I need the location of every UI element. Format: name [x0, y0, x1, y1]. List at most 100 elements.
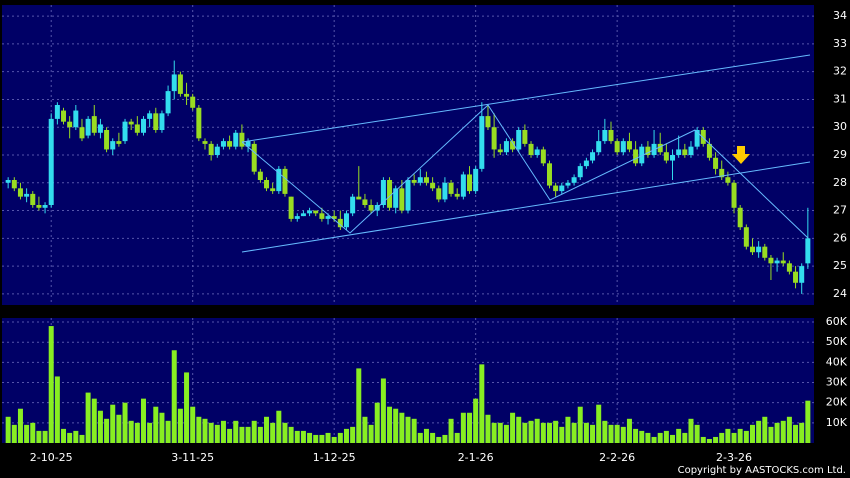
- volume-bar: [116, 414, 122, 443]
- candle-body: [577, 166, 583, 178]
- candle-body: [510, 141, 516, 150]
- candle-body: [706, 143, 712, 158]
- candle-body: [190, 96, 196, 108]
- trend-lines: [241, 54, 811, 253]
- candle-body: [553, 185, 559, 192]
- volume-bar: [350, 426, 356, 443]
- candle-body: [196, 107, 202, 139]
- volume-bar: [387, 406, 393, 443]
- candle-body: [227, 141, 233, 147]
- candle-body: [565, 182, 571, 186]
- y-tick-label: 26: [833, 231, 847, 244]
- volume-bar: [749, 424, 755, 443]
- candle-body: [503, 141, 509, 153]
- volume-bar: [5, 416, 11, 443]
- candle-body: [300, 213, 306, 217]
- volume-bar: [270, 422, 276, 443]
- volume-bar: [626, 418, 632, 443]
- candle-body: [24, 193, 30, 197]
- volume-bar: [596, 404, 602, 443]
- candle-body: [325, 216, 331, 219]
- volume-bar: [24, 424, 30, 443]
- candle-body: [756, 246, 762, 253]
- candle-body: [602, 130, 608, 142]
- volume-bar: [633, 428, 639, 443]
- candle-body: [799, 266, 805, 283]
- candle-body: [491, 127, 497, 150]
- volume-bar: [540, 422, 546, 443]
- volume-bar: [602, 420, 608, 443]
- volume-bar: [553, 420, 559, 443]
- volume-bar: [128, 420, 134, 443]
- candle-body: [479, 116, 485, 169]
- volume-bar: [454, 432, 460, 443]
- candle-body: [350, 196, 356, 214]
- volume-bar: [331, 436, 337, 443]
- volume-bar: [713, 436, 719, 443]
- candle-body: [442, 182, 448, 200]
- volume-bar: [571, 422, 577, 443]
- candle-body: [11, 180, 17, 189]
- candle-body: [626, 141, 632, 150]
- arrow-marker: [732, 146, 750, 164]
- volume-bar: [780, 420, 786, 443]
- volume-bar: [184, 372, 190, 443]
- candle-body: [67, 121, 73, 128]
- volume-bar: [227, 428, 233, 443]
- candle-body: [116, 141, 122, 144]
- volume-bar: [245, 426, 251, 443]
- candle-body: [700, 130, 706, 144]
- volume-bar: [430, 432, 436, 443]
- candle-body: [153, 113, 159, 130]
- volume-bar: [479, 364, 485, 443]
- volume-bar: [134, 422, 140, 443]
- volume-bar: [17, 408, 23, 443]
- volume-bar: [645, 432, 651, 443]
- y-tick-label: 32: [833, 65, 847, 78]
- candle-body: [596, 141, 602, 153]
- volume-bar: [73, 430, 79, 443]
- candle-body: [362, 199, 368, 205]
- x-tick-label: 2-1-26: [458, 451, 494, 464]
- volume-bar: [85, 392, 91, 443]
- candle-body: [387, 180, 393, 208]
- volume-bar: [220, 420, 226, 443]
- volume-bar: [374, 402, 380, 443]
- candle-body: [639, 146, 645, 164]
- candle-body: [288, 196, 294, 219]
- volume-bar: [546, 422, 552, 443]
- y-tick-label: 34: [833, 9, 847, 22]
- candle-body: [307, 210, 313, 214]
- volume-bar: [510, 412, 516, 443]
- volume-bar: [67, 432, 73, 443]
- candle-body: [454, 193, 460, 197]
- volume-bar: [399, 412, 405, 443]
- volume-bar: [61, 428, 67, 443]
- volume-bar: [583, 422, 589, 443]
- volume-bar: [288, 426, 294, 443]
- volume-bar: [700, 436, 706, 443]
- y-tick-label: 60K: [826, 315, 848, 328]
- volume-bar: [276, 410, 282, 443]
- volume-bar: [534, 418, 540, 443]
- candle-body: [17, 188, 23, 197]
- volume-bar: [405, 416, 411, 443]
- volume-bar: [737, 428, 743, 443]
- candle-body: [122, 121, 128, 142]
- candle-body: [73, 110, 79, 128]
- candle-body: [380, 180, 386, 205]
- y-tick-label: 40K: [826, 355, 848, 368]
- volume-bar: [208, 422, 214, 443]
- candle-body: [657, 143, 663, 153]
- candle-body: [620, 141, 626, 153]
- volume-bar: [799, 422, 805, 443]
- candle-body: [48, 118, 54, 205]
- volume-bar: [559, 426, 565, 443]
- volume-bar: [368, 424, 374, 443]
- x-tick-label: 1-12-25: [313, 451, 356, 464]
- volume-bar: [639, 430, 645, 443]
- candle-body: [356, 196, 362, 200]
- y-tick-label: 29: [833, 148, 847, 161]
- candle-body: [780, 260, 786, 264]
